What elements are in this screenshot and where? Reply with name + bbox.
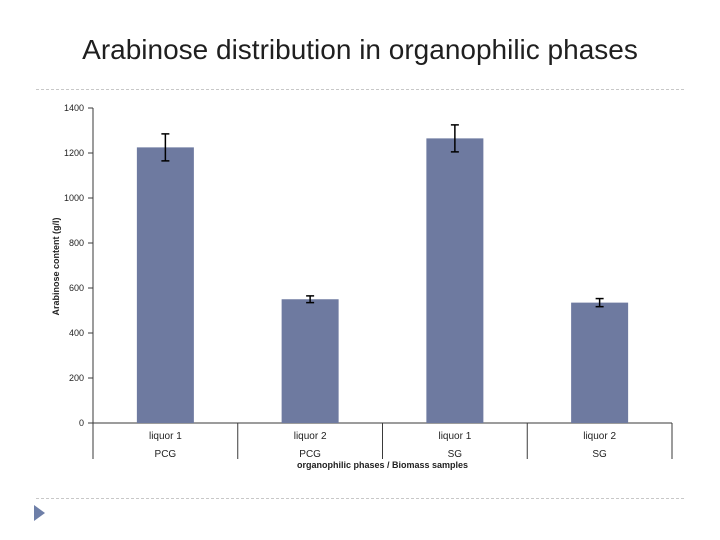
category-label-line2: SG — [448, 449, 463, 460]
y-tick-label: 1200 — [64, 148, 84, 158]
y-tick-label: 1000 — [64, 193, 84, 203]
bottom-divider — [36, 498, 684, 499]
bar-2 — [281, 299, 339, 423]
bar-4 — [571, 302, 629, 423]
x-axis-label: organophilic phases / Biomass samples — [297, 460, 468, 470]
y-tick-label: 200 — [69, 373, 84, 383]
slide-title: Arabinose distribution in organophilic p… — [82, 34, 638, 65]
y-tick-label: 600 — [69, 283, 84, 293]
bar-3 — [426, 138, 484, 423]
category-label-line1: liquor 1 — [438, 431, 471, 442]
y-tick-label: 0 — [79, 418, 84, 428]
bar-1 — [136, 147, 194, 423]
next-slide-arrow-icon[interactable] — [34, 505, 45, 521]
category-label-line1: liquor 2 — [294, 431, 327, 442]
category-label-line2: PCG — [155, 449, 177, 460]
category-label-line2: PCG — [299, 449, 321, 460]
category-label-line2: SG — [592, 449, 607, 460]
category-label-line1: liquor 2 — [583, 431, 616, 442]
y-tick-label: 800 — [69, 238, 84, 248]
y-tick-label: 1400 — [64, 103, 84, 113]
top-divider — [36, 89, 684, 90]
y-axis-label: Arabinose content (g/l) — [51, 217, 61, 315]
y-tick-label: 400 — [69, 328, 84, 338]
category-label-line1: liquor 1 — [149, 431, 182, 442]
